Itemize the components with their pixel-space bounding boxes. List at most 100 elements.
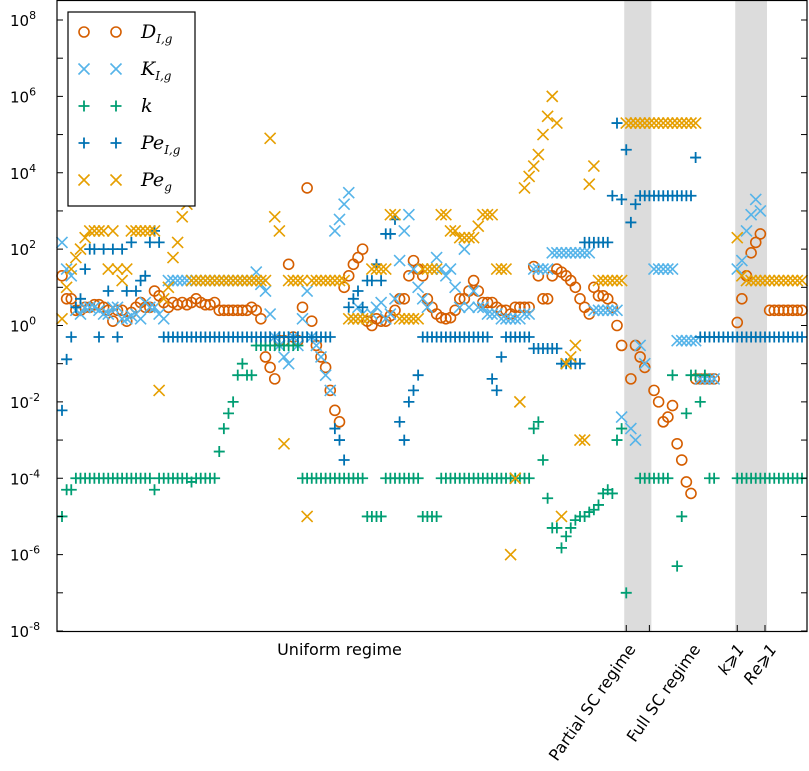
data-point <box>523 331 535 343</box>
data-point <box>218 423 230 435</box>
data-point <box>440 312 452 325</box>
data-point <box>610 274 624 287</box>
data-point <box>555 510 568 523</box>
data-point <box>472 220 485 233</box>
data-point <box>93 331 105 343</box>
data-point <box>610 304 624 317</box>
data-point <box>79 263 91 275</box>
data-point <box>754 228 767 240</box>
data-point <box>509 472 522 485</box>
data-point <box>731 231 744 244</box>
data-point <box>282 258 295 271</box>
data-point <box>564 246 577 259</box>
data-point <box>541 263 554 276</box>
data-point <box>476 208 489 221</box>
data-point <box>625 216 637 228</box>
data-point <box>592 304 605 317</box>
y-tick-label: 108 <box>10 9 36 30</box>
data-point <box>481 307 494 321</box>
data-point <box>135 275 147 287</box>
data-point <box>83 224 96 237</box>
legend-item: DI,g <box>78 21 173 46</box>
data-point <box>347 293 359 305</box>
data-point <box>74 243 87 256</box>
data-point <box>666 117 679 130</box>
legend-item: k <box>78 95 153 117</box>
data-point <box>139 224 152 237</box>
data-point <box>662 411 674 423</box>
data-point <box>643 117 656 130</box>
data-point <box>129 224 143 237</box>
data-point <box>203 274 217 287</box>
data-point <box>616 423 628 435</box>
data-point <box>398 312 411 325</box>
data-point <box>55 312 69 325</box>
data-point <box>412 312 425 325</box>
y-tick-label: 102 <box>10 238 36 259</box>
legend-marker <box>77 173 91 187</box>
data-point <box>329 423 341 435</box>
data-point <box>356 312 369 325</box>
data-point <box>606 301 619 314</box>
data-point <box>491 384 503 396</box>
data-point <box>287 274 300 287</box>
data-point <box>537 293 549 305</box>
data-point <box>334 434 345 446</box>
data-point <box>328 224 341 237</box>
legend-marker <box>110 100 122 112</box>
y-tick-label: 10-6 <box>10 544 40 565</box>
data-point <box>690 369 702 381</box>
data-point <box>246 369 258 381</box>
data-point <box>546 90 559 103</box>
data-point <box>153 384 166 397</box>
data-point <box>574 358 586 370</box>
data-point <box>120 263 133 276</box>
data-point <box>620 117 633 130</box>
data-point <box>139 270 151 282</box>
data-point <box>523 472 535 484</box>
data-point <box>458 243 471 256</box>
data-point <box>319 369 332 382</box>
data-point <box>569 246 582 259</box>
data-point <box>680 407 692 419</box>
data-point <box>657 263 670 276</box>
data-point <box>176 210 189 223</box>
data-point <box>236 358 248 370</box>
data-point <box>79 301 92 314</box>
data-point <box>541 110 554 123</box>
data-point <box>375 315 387 327</box>
data-point <box>106 224 119 237</box>
data-point <box>453 301 466 314</box>
data-point <box>319 274 332 287</box>
data-point <box>56 404 68 416</box>
data-point <box>166 251 180 264</box>
data-point <box>795 274 809 287</box>
data-point <box>116 312 129 325</box>
data-point <box>268 210 281 223</box>
data-point <box>791 304 804 317</box>
data-point <box>583 178 596 191</box>
data-point <box>388 292 402 305</box>
data-point <box>157 312 170 325</box>
data-point <box>324 274 337 287</box>
data-point <box>60 281 73 294</box>
data-point <box>467 231 480 244</box>
data-point <box>652 263 665 276</box>
data-point <box>615 339 628 352</box>
legend-item: KI,g <box>77 58 172 83</box>
data-point <box>731 263 744 276</box>
data-point <box>351 312 365 325</box>
data-point <box>680 334 693 347</box>
data-point <box>398 224 411 237</box>
data-point <box>611 117 623 129</box>
data-point <box>208 274 221 287</box>
data-point <box>736 293 748 305</box>
data-point <box>527 263 540 276</box>
data-point <box>684 117 698 130</box>
data-point <box>153 236 165 248</box>
y-tick-label: 104 <box>10 162 36 183</box>
data-point <box>439 208 452 221</box>
data-point <box>472 301 485 314</box>
data-point <box>384 208 397 221</box>
data-point <box>375 275 387 287</box>
